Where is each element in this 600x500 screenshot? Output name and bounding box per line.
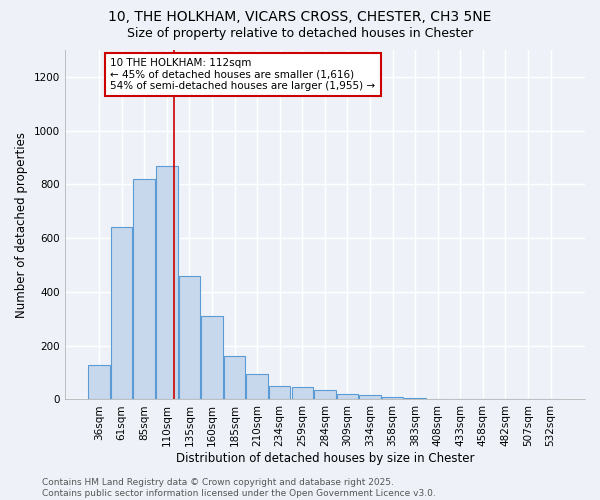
Bar	[88, 364, 110, 400]
Text: 10 THE HOLKHAM: 112sqm
← 45% of detached houses are smaller (1,616)
54% of semi-: 10 THE HOLKHAM: 112sqm ← 45% of detached…	[110, 58, 376, 92]
Bar	[156, 166, 178, 400]
Bar	[382, 397, 403, 400]
Bar	[427, 398, 448, 400]
Text: Contains HM Land Registry data © Crown copyright and database right 2025.
Contai: Contains HM Land Registry data © Crown c…	[42, 478, 436, 498]
Bar	[224, 356, 245, 400]
Bar	[404, 398, 426, 400]
Bar	[179, 276, 200, 400]
Bar	[247, 374, 268, 400]
X-axis label: Distribution of detached houses by size in Chester: Distribution of detached houses by size …	[176, 452, 474, 465]
Bar	[337, 394, 358, 400]
Y-axis label: Number of detached properties: Number of detached properties	[15, 132, 28, 318]
Bar	[201, 316, 223, 400]
Text: 10, THE HOLKHAM, VICARS CROSS, CHESTER, CH3 5NE: 10, THE HOLKHAM, VICARS CROSS, CHESTER, …	[109, 10, 491, 24]
Bar	[449, 399, 471, 400]
Bar	[292, 388, 313, 400]
Bar	[314, 390, 335, 400]
Bar	[472, 399, 494, 400]
Bar	[359, 396, 381, 400]
Bar	[269, 386, 290, 400]
Bar	[133, 179, 155, 400]
Text: Size of property relative to detached houses in Chester: Size of property relative to detached ho…	[127, 28, 473, 40]
Bar	[111, 228, 133, 400]
